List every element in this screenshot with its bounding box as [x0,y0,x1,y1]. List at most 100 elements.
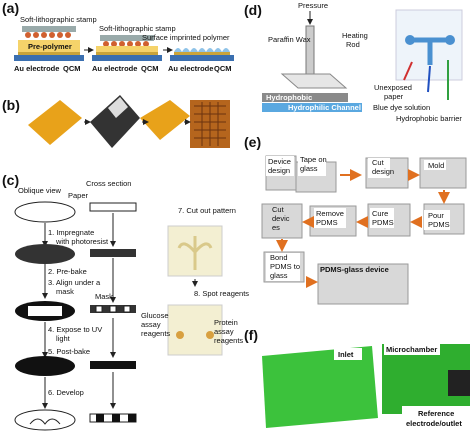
step: design [268,166,290,175]
spot [206,331,214,339]
arrows [42,213,116,409]
panel-label: (f) [244,327,258,343]
label: Paraffin Wax [268,35,311,44]
step: Bond [270,253,288,262]
label: Heating [342,31,368,40]
label: Surface imprinted polymer [142,33,230,42]
pointer [427,65,431,93]
electrode [18,52,80,55]
qcm [14,55,84,61]
panel-d: (d) Pressure Paraffin Wax Heating Rod Hy… [244,1,463,123]
step: PDMS [428,220,450,229]
label: Pre-polymer [28,42,72,51]
step: PDMS [372,218,394,227]
step: PDMS to [270,262,300,271]
label: Soft-lithographic stamp [20,15,97,24]
step: Cut [272,205,285,214]
callout [402,406,472,430]
step: mask [56,287,74,296]
panel-c: (c) Oblique view Cross section Paper 1. … [2,172,249,431]
mask-blocks [95,305,131,313]
label: Glucose [141,311,169,320]
label: Pressure [298,1,328,10]
label: Rod [346,40,360,49]
channel [177,236,213,270]
label: QCM [214,64,232,73]
label: Protein [214,318,238,327]
label: assay [214,327,234,336]
image [140,100,190,140]
step: Cut [372,158,385,167]
panel-f: (f) Inlet Microchamber Reference electro… [244,327,472,430]
section [90,361,136,369]
beads [103,41,149,47]
step: 6. Develop [48,388,84,397]
label: Au electrode [92,64,137,73]
step: 7. Cut out pattern [178,206,236,215]
prepolymer [18,40,80,52]
step: PDMS [316,218,338,227]
label: paper [384,92,404,101]
step: glass [300,164,318,173]
label: QCM [141,64,159,73]
step: Tape on [300,155,327,164]
label: Mask [95,292,113,301]
blue-dye [410,37,450,65]
qcm [170,55,234,61]
panel-label: (d) [244,2,262,18]
label: Inlet [338,350,354,359]
reservoir [445,35,455,45]
step: 8. Spot reagents [194,289,249,298]
mask-pattern [28,306,62,316]
panel-label: (b) [2,97,20,113]
stamp [22,26,76,32]
label: Hydrophobic barrier [396,114,462,123]
spot [176,331,184,339]
spotted-paper [167,304,223,356]
paper-baked [15,356,75,376]
step: Cure [372,209,388,218]
label: QCM [63,64,81,73]
paper-section [89,202,137,212]
step: 3. Align under a [48,278,101,287]
step: es [272,223,280,232]
label: Cross section [86,179,131,188]
chamber [448,370,470,396]
arrows [276,169,450,288]
label: assay [141,320,161,329]
block [280,73,348,89]
image [90,95,140,148]
section [90,249,136,257]
developed-paper [14,409,76,431]
paper [14,201,76,223]
step: light [56,334,71,343]
panel-e: (e) Device design Tape on glass Cut desi… [244,134,467,305]
pattern [29,418,61,425]
label: Reference [418,409,454,418]
step: 1. Impregnate [48,228,94,237]
step: 5. Post-bake [48,347,90,356]
step: Mold [428,161,444,170]
channel [262,103,362,112]
step: design [372,167,394,176]
paper-resist [15,244,75,264]
reservoir [405,35,415,45]
step: 2. Pre-bake [48,267,87,276]
label: Soft-lithographic stamp [99,24,176,33]
step: Pour [428,211,444,220]
step: with photoresist [55,237,109,246]
label: electrode/outlet [406,419,462,428]
label: Au electrode [168,64,213,73]
panel-b: (b) [2,95,230,148]
step-labels: Device design Tape on glass Cut design M… [266,155,450,281]
step: glass [270,271,288,280]
label: Oblique view [18,186,62,195]
qcm [92,55,162,61]
step: 4. Expose to UV [48,325,102,334]
board [262,346,378,428]
step: PDMS-glass device [320,265,389,274]
panel-label: (a) [2,0,19,16]
label: reagents [214,336,243,345]
callout [334,348,362,360]
